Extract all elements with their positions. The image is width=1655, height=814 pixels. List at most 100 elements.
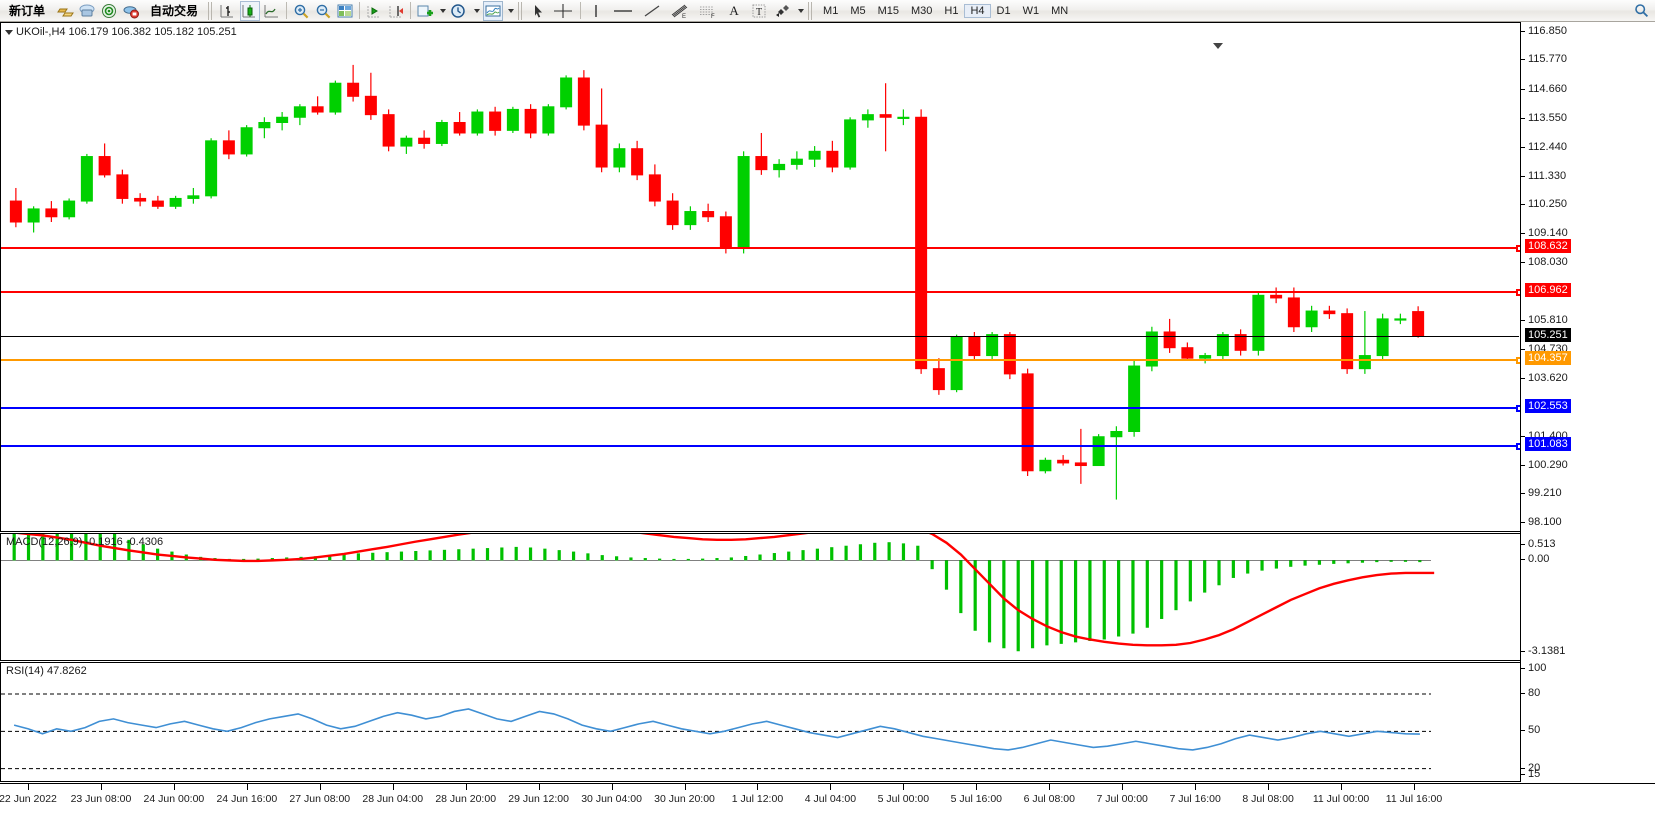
timeframe-m30[interactable]: M30 [911, 4, 933, 17]
text-label-icon[interactable]: T [747, 1, 771, 21]
timeframe-group: M1 M5 M15 M30 H1 H4 D1 W1 MN [817, 3, 1074, 18]
macd-axis-label: -3.1381 [1528, 645, 1566, 658]
rsi-pane[interactable]: RSI(14) 47.8262 [0, 662, 1520, 782]
rsi-tick [1521, 773, 1525, 775]
trendline-icon[interactable] [639, 1, 665, 21]
support-line-2-label: 101.083 [1525, 437, 1571, 452]
chart-shift-icon[interactable] [386, 1, 406, 21]
toolbar-separator-4 [580, 2, 582, 19]
macd-pane[interactable]: MACD(12,26,9) -0.1916 -0.4306 [0, 533, 1520, 661]
new-order-button[interactable]: 新订单 [1, 1, 53, 21]
zoom-out-icon[interactable] [313, 1, 333, 21]
price-tick-label: 103.620 [1528, 371, 1568, 384]
time-tick [465, 784, 467, 790]
toolbar-separator [286, 2, 288, 19]
autotrading-button[interactable]: 自动交易 [143, 1, 205, 21]
equidistant-channel-icon[interactable]: E [667, 1, 693, 21]
timeframe-d1[interactable]: D1 [996, 4, 1011, 17]
time-tick [246, 784, 248, 790]
price-tick [1521, 262, 1525, 264]
add-indicator-icon[interactable] [415, 1, 435, 21]
support-line-2[interactable] [1, 443, 1523, 451]
timeframe-m1[interactable]: M1 [823, 4, 839, 17]
timeframe-h1[interactable]: H1 [944, 4, 959, 17]
pane-collapse-marker[interactable] [1213, 43, 1223, 49]
price-tick [1521, 175, 1525, 177]
current-price-line[interactable] [1, 335, 1519, 337]
data-window-icon[interactable] [335, 1, 355, 21]
time-tick-label: 11 Jul 16:00 [1385, 793, 1443, 805]
rsi-axis-label: 100 [1528, 662, 1547, 675]
chevron-down-icon-3[interactable] [505, 1, 515, 21]
resistance-line-2[interactable] [1, 289, 1523, 297]
price-tick-label: 109.140 [1528, 227, 1568, 240]
toolbar-grip-3[interactable] [808, 1, 814, 20]
templates-icon[interactable] [483, 0, 504, 21]
time-tick-label: 11 Jul 00:00 [1312, 793, 1370, 805]
time-tick-label: 30 Jun 20:00 [654, 793, 715, 805]
svg-text:F: F [711, 14, 715, 19]
price-tick [1521, 59, 1525, 61]
gold-bars-icon[interactable] [55, 1, 75, 21]
rsi-axis-label: 20 [1528, 761, 1541, 774]
collapse-triangle-icon[interactable] [5, 29, 13, 35]
time-tick-label: 22 Jun 2022 [0, 793, 57, 805]
rsi-series [1, 693, 1431, 770]
autotrading-icon[interactable] [121, 1, 141, 21]
timeframe-m15[interactable]: M15 [877, 4, 899, 17]
pivot-line[interactable] [1, 357, 1523, 365]
current-price-line-label: 105.251 [1525, 327, 1571, 342]
chevron-down-icon[interactable] [437, 1, 447, 21]
autotrading-label: 自动交易 [150, 4, 199, 18]
period-icon[interactable] [449, 1, 469, 21]
chevron-down-icon-2[interactable] [471, 1, 481, 21]
terminal-icon[interactable] [77, 1, 97, 21]
resistance-line-1[interactable] [1, 245, 1523, 253]
price-pane[interactable]: UKOil-,H4 106.179 106.382 105.182 105.25… [0, 22, 1523, 532]
chevron-down-icon-4[interactable] [795, 1, 805, 21]
zoom-in-icon[interactable] [291, 1, 311, 21]
timeframe-mn[interactable]: MN [1051, 4, 1069, 17]
text-icon[interactable]: A [729, 2, 739, 18]
support-line-1[interactable] [1, 404, 1523, 412]
resistance-line-2-label: 106.962 [1525, 283, 1571, 298]
time-tick [319, 784, 321, 790]
time-tick [976, 784, 978, 790]
vertical-line-icon[interactable] [585, 1, 607, 21]
price-tick-label: 108.030 [1528, 256, 1568, 269]
signal-icon[interactable] [99, 1, 119, 21]
macd-header: MACD(12,26,9) -0.1916 -0.4306 [6, 536, 164, 548]
time-tick-label: 5 Jul 00:00 [877, 793, 930, 805]
horizontal-line-icon[interactable] [609, 1, 637, 21]
toolbar-grip-2[interactable] [518, 1, 524, 20]
time-tick [1414, 784, 1415, 790]
price-tick-label: 112.440 [1528, 140, 1567, 153]
svg-text:E: E [682, 14, 686, 19]
pivot-line-label: 104.357 [1525, 351, 1571, 366]
chart-area[interactable]: UKOil-,H4 106.179 106.382 105.182 105.25… [0, 22, 1655, 814]
crosshair-icon[interactable] [550, 1, 576, 21]
time-tick [757, 784, 759, 790]
candlestick-chart-icon[interactable] [240, 0, 261, 21]
time-tick [28, 784, 29, 790]
fibonacci-icon[interactable]: F [695, 1, 721, 21]
price-tick-label: 105.810 [1528, 314, 1568, 327]
main-toolbar: 新订单 自动交易 [0, 0, 1655, 22]
timeframe-h4[interactable]: H4 [964, 3, 991, 18]
timeframe-m5[interactable]: M5 [850, 4, 866, 17]
toolbar-grip[interactable] [208, 1, 214, 20]
price-tick-label: 99.210 [1528, 487, 1562, 500]
rsi-axis-label: 15 [1528, 767, 1541, 780]
cursor-icon[interactable] [528, 1, 548, 21]
line-chart-icon[interactable] [262, 1, 282, 21]
price-tick-label: 114.660 [1528, 82, 1567, 95]
bar-chart-icon[interactable] [218, 1, 238, 21]
price-axis[interactable]: 116.850 115.770 114.660 113.550 112.440 111.3… [1520, 22, 1655, 782]
search-icon[interactable] [1634, 3, 1649, 18]
time-tick [1195, 784, 1197, 790]
arrows-icon[interactable] [773, 1, 793, 21]
new-order-label: 新订单 [9, 4, 46, 18]
timeframe-w1[interactable]: W1 [1022, 4, 1040, 17]
time-tick [1049, 784, 1051, 790]
auto-scroll-icon[interactable] [364, 1, 384, 21]
